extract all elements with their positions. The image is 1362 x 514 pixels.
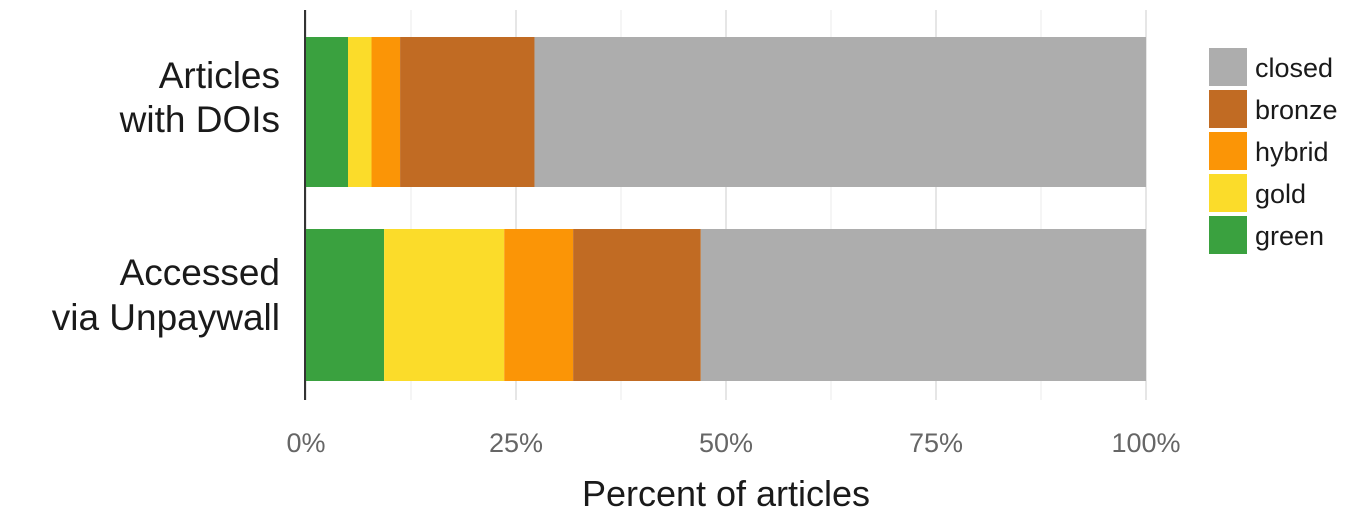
category-label: Accessed [120,252,280,293]
bar-segment-gold [384,229,505,381]
bar-segment-bronze [573,229,701,381]
legend-swatch-closed [1209,48,1247,86]
x-tick-labels: 0% 25% 50% 75% 100% [286,428,1180,458]
legend: closed bronze hybrid gold green [1209,48,1338,254]
x-tick-label: 75% [909,428,963,458]
legend-swatch-hybrid [1209,132,1247,170]
bar-segment-closed [534,37,1146,187]
bar-segment-hybrid [504,229,574,381]
bar-segment-hybrid [371,37,401,187]
bar-segment-bronze [400,37,535,187]
legend-label-green: green [1255,221,1324,251]
x-tick-label: 25% [489,428,543,458]
bar-segment-green [306,37,348,187]
x-axis-title: Percent of articles [582,473,870,514]
legend-label-closed: closed [1255,53,1333,83]
bar-segment-green [306,229,385,381]
legend-label-bronze: bronze [1255,95,1338,125]
legend-label-gold: gold [1255,179,1306,209]
legend-swatch-green [1209,216,1247,254]
x-tick-label: 0% [286,428,325,458]
bars-layer [306,37,1146,381]
category-label: with DOIs [119,99,280,140]
legend-swatch-bronze [1209,90,1247,128]
category-label: Articles [159,55,280,96]
bar-segment-gold [348,37,372,187]
category-label: via Unpaywall [52,297,280,338]
bar-segment-closed [700,229,1146,381]
x-tick-label: 50% [699,428,753,458]
legend-label-hybrid: hybrid [1255,137,1329,167]
legend-swatch-gold [1209,174,1247,212]
x-tick-label: 100% [1111,428,1180,458]
